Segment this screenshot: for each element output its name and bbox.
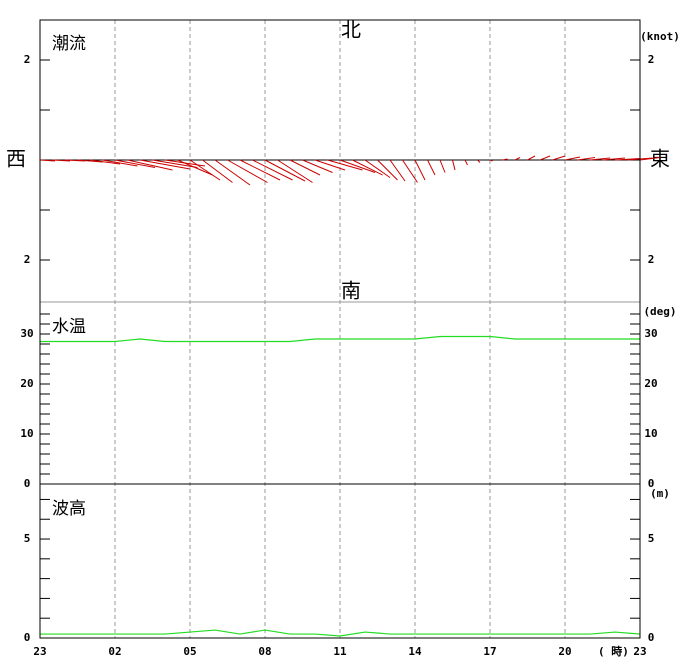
- current-vector: [614, 158, 641, 161]
- x-tick-label: 08: [258, 645, 271, 658]
- x-tick-label: 02: [108, 645, 121, 658]
- unit-label: (deg): [643, 305, 676, 318]
- current-vector: [327, 159, 363, 171]
- north-label: 北: [341, 18, 361, 42]
- y-tick-label: 0: [24, 477, 31, 490]
- y-tick-label: 10: [20, 427, 33, 440]
- y-tick-label: 2: [24, 53, 31, 66]
- current-vector: [377, 159, 398, 181]
- plot-frame: [39, 19, 641, 639]
- data-line: [40, 629, 641, 637]
- panel-title: 潮流: [52, 34, 86, 54]
- y-tick-label: 30: [644, 327, 657, 340]
- y-tick-label: 0: [24, 631, 31, 644]
- current-vector: [502, 158, 508, 161]
- current-vector: [414, 159, 426, 181]
- current-vector: [214, 159, 251, 186]
- current-vector: [39, 159, 56, 162]
- unit-label: (knot): [640, 30, 680, 43]
- current-vector: [202, 159, 233, 183]
- x-unit: ( 時): [598, 644, 629, 658]
- x-tick-label: 11: [333, 645, 347, 658]
- y-tick-label: 5: [24, 532, 31, 545]
- y-tick-label: 20: [644, 377, 657, 390]
- panel-title: 波高: [52, 499, 86, 519]
- x-tick-label: 23: [33, 645, 46, 658]
- current-vector: [77, 159, 103, 163]
- panel-title: 水温: [52, 317, 86, 337]
- y-tick-label: 30: [20, 327, 33, 340]
- south-label: 南: [341, 279, 361, 303]
- current-vector: [527, 155, 536, 161]
- current-vector: [402, 159, 418, 183]
- current-vector: [489, 159, 493, 162]
- x-tick-label: 23: [633, 645, 646, 658]
- current-vector: [289, 159, 321, 176]
- current-vector: [264, 159, 306, 182]
- current-vector: [602, 157, 626, 161]
- current-vector: [539, 155, 551, 161]
- x-tick-label: 14: [408, 645, 422, 658]
- current-vector: [389, 159, 406, 182]
- current-vector: [464, 159, 468, 166]
- current-vector: [302, 159, 333, 173]
- current-vector: [89, 159, 121, 165]
- y-tick-label: 2: [24, 253, 31, 266]
- data-line: [40, 335, 640, 343]
- current-vector: [427, 159, 436, 176]
- current-vector: [477, 159, 481, 163]
- current-vector: [439, 159, 446, 173]
- west-label: 西: [6, 147, 26, 171]
- current-vector: [639, 157, 661, 161]
- y-tick-label: 20: [20, 377, 33, 390]
- current-vector: [239, 159, 281, 181]
- current-vector: [152, 159, 198, 168]
- x-tick-label: 05: [183, 645, 196, 658]
- current-vector: [352, 159, 383, 176]
- x-tick-label: 20: [558, 645, 571, 658]
- east-label: 東: [650, 147, 670, 171]
- current-vector: [177, 159, 213, 176]
- current-vector: [139, 159, 191, 170]
- current-vector: [339, 159, 376, 173]
- current-vector: [364, 159, 391, 178]
- y-tick-label: 10: [644, 427, 657, 440]
- current-vector: [227, 159, 268, 183]
- y-tick-label: 5: [648, 532, 655, 545]
- y-tick-label: 0: [648, 631, 655, 644]
- current-vector: [102, 159, 138, 167]
- y-tick-label: 2: [648, 53, 655, 66]
- current-vector: [577, 157, 596, 161]
- current-vector: [552, 155, 566, 161]
- current-vector: [589, 157, 611, 161]
- current-vector: [127, 159, 173, 171]
- current-vector: [314, 159, 346, 171]
- current-vector: [252, 159, 293, 181]
- current-vector: [514, 157, 521, 161]
- current-vector: [189, 159, 221, 181]
- current-vector: [564, 156, 581, 161]
- current-vector: [52, 159, 71, 162]
- y-tick-label: 2: [648, 253, 655, 266]
- current-vector: [114, 159, 156, 168]
- current-vector: [452, 159, 456, 171]
- y-tick-label: 0: [648, 477, 655, 490]
- current-vector: [277, 159, 313, 183]
- x-tick-label: 17: [483, 645, 496, 658]
- unit-label: (m): [650, 487, 670, 500]
